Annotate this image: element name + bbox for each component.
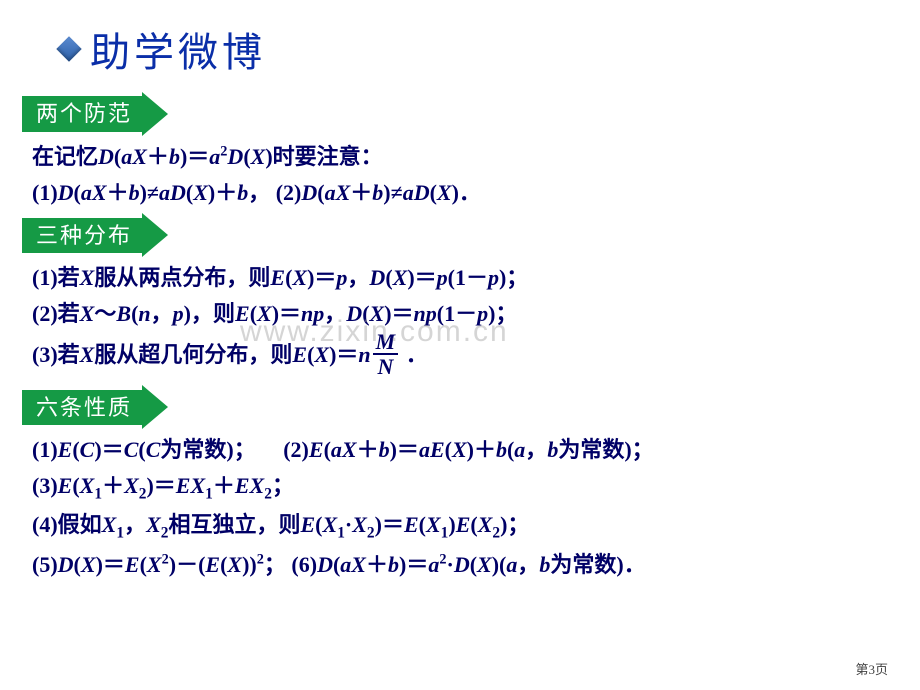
content-line: 在记忆D(aX＋b)＝a2D(X)时要注意： [32,140,888,174]
content-line: (2)若X～B(n，p)，则E(X)＝np，D(X)＝np(1－p)； [32,297,888,331]
banner-label: 两个防范 [22,96,142,132]
section-banner: 两个防范 [22,96,142,132]
chevron-right-icon [142,92,168,136]
section-content: (1)E(C)＝C(C为常数)； (2)E(aX＋b)＝aE(X)＋b(a，b为… [0,429,920,582]
content-line: (1)D(aX＋b)≠aD(X)＋b， (2)D(aX＋b)≠aD(X)． [32,176,888,210]
section-banner: 三种分布 [22,218,142,254]
chevron-right-icon [142,213,168,257]
content-line: (1)E(C)＝C(C为常数)； (2)E(aX＋b)＝aE(X)＋b(a，b为… [32,433,888,467]
content-line: (3)若X服从超几何分布，则E(X)＝nMN ． [32,333,888,381]
slide-header: 助学微博 [0,0,920,90]
slide-title: 助学微博 [90,20,266,78]
content-line: (3)E(X1＋X2)＝EX1＋EX2； [32,469,888,506]
content-line: (4)假如X1，X2相互独立，则E(X1·X2)＝E(X1)E(X2)； [32,508,888,545]
page-number: 第3页 [855,659,888,678]
section-content: 在记忆D(aX＋b)＝a2D(X)时要注意：(1)D(aX＋b)≠aD(X)＋b… [0,136,920,210]
content-line: (1)若X服从两点分布，则E(X)＝p，D(X)＝p(1－p)； [32,261,888,295]
section-banner: 六条性质 [22,390,142,426]
diamond-bullet-icon [56,36,81,61]
section-content: (1)若X服从两点分布，则E(X)＝p，D(X)＝p(1－p)；(2)若X～B(… [0,257,920,381]
content-line: (5)D(X)＝E(X2)－(E(X))2； (6)D(aX＋b)＝a2·D(X… [32,548,888,582]
sections-container: 两个防范在记忆D(aX＋b)＝a2D(X)时要注意：(1)D(aX＋b)≠aD(… [0,90,920,582]
banner-label: 三种分布 [22,218,142,254]
banner-label: 六条性质 [22,390,142,426]
chevron-right-icon [142,385,168,429]
